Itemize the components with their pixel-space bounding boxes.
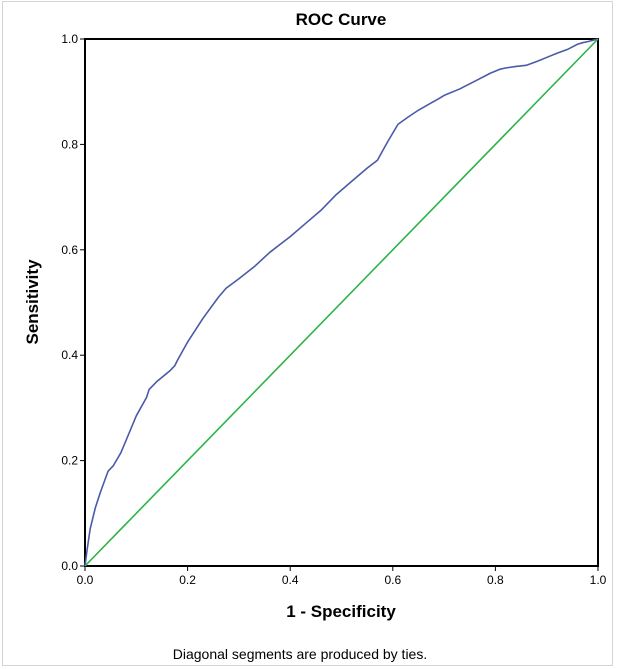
roc-curve-line	[84, 38, 599, 567]
y-tick-label: 0.4	[61, 348, 78, 362]
x-axis-label: 1 - Specificity	[286, 602, 396, 621]
x-tick-label: 0.6	[384, 573, 401, 587]
x-tick-label: 0.0	[77, 573, 94, 587]
y-tick-label: 0.6	[61, 243, 78, 257]
y-axis-label: Sensitivity	[23, 259, 42, 345]
series-layer	[84, 38, 599, 567]
chart-title: ROC Curve	[296, 10, 387, 29]
y-tick-label: 0.8	[61, 137, 78, 151]
x-tick-label: 0.2	[179, 573, 196, 587]
x-tick-label: 1.0	[590, 573, 607, 587]
reference-diagonal-line	[84, 38, 599, 567]
x-tick-label: 0.4	[282, 573, 299, 587]
x-axis-ticks: 0.0 0.2 0.4 0.6 0.8 1.0	[77, 566, 607, 587]
y-tick-label: 1.0	[61, 32, 78, 46]
y-tick-label: 0.2	[61, 454, 78, 468]
x-tick-label: 0.8	[487, 573, 504, 587]
y-axis-ticks: 0.0 0.2 0.4 0.6 0.8 1.0	[61, 32, 85, 573]
y-tick-label: 0.0	[61, 559, 78, 573]
footnote: Diagonal segments are produced by ties.	[173, 646, 427, 662]
